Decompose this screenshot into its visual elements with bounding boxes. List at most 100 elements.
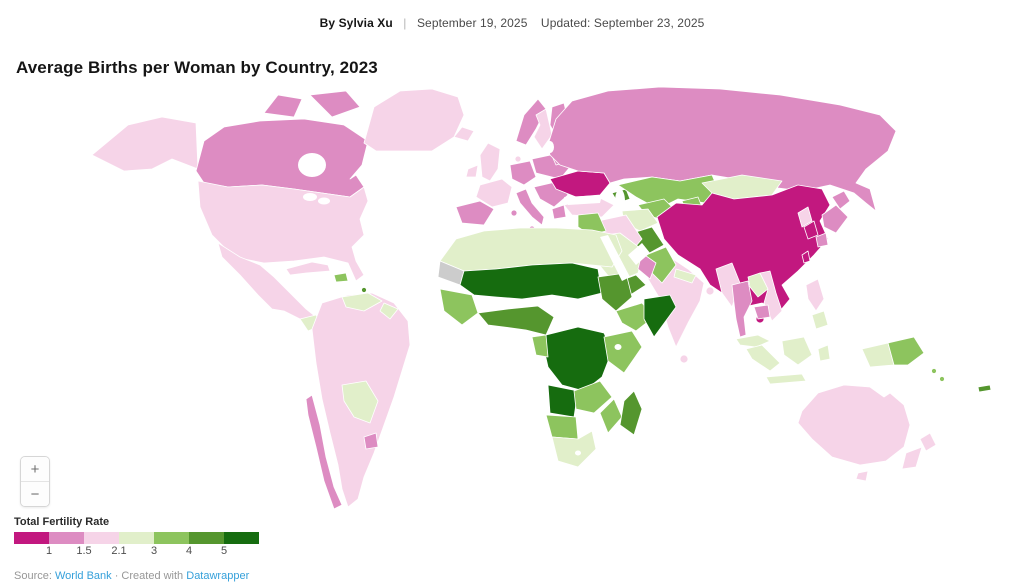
region-philippines-luzon[interactable] bbox=[805, 278, 825, 312]
region-vietnam[interactable] bbox=[759, 270, 783, 322]
region-sardinia[interactable] bbox=[510, 209, 518, 217]
legend-swatch-b2 bbox=[49, 532, 84, 544]
hudson-bay bbox=[298, 153, 326, 177]
region-oman[interactable] bbox=[637, 252, 657, 280]
great-lake-2 bbox=[318, 197, 330, 205]
region-zambia-zimbabwe[interactable] bbox=[573, 380, 613, 414]
region-new-caledonia[interactable] bbox=[977, 384, 992, 393]
region-china[interactable] bbox=[656, 184, 831, 312]
region-germany[interactable] bbox=[509, 160, 537, 186]
region-new-zealand[interactable] bbox=[919, 432, 937, 452]
region-japan[interactable] bbox=[831, 190, 851, 210]
source-link[interactable]: World Bank bbox=[54, 570, 112, 582]
region-tasmania[interactable] bbox=[855, 470, 869, 482]
byline-updated: Updated: September 23, 2025 bbox=[540, 16, 705, 30]
legend-swatch-b6 bbox=[189, 532, 224, 544]
region-japan[interactable] bbox=[815, 232, 829, 248]
legend-swatch-b1 bbox=[14, 532, 49, 544]
region-cuba[interactable] bbox=[285, 261, 331, 276]
region-namibia-botswana[interactable] bbox=[545, 414, 579, 440]
region-gulf-of-guinea[interactable] bbox=[477, 305, 555, 336]
legend-tick-label: 5 bbox=[220, 545, 228, 557]
zoom-out-button[interactable]: − bbox=[21, 481, 49, 506]
region-gabon-congo[interactable] bbox=[531, 334, 549, 358]
region-borneo[interactable] bbox=[781, 336, 813, 366]
region-senegal-guinea[interactable] bbox=[439, 288, 479, 326]
lesotho-enclave bbox=[575, 450, 581, 456]
region-bolivia-paraguay[interactable] bbox=[341, 380, 379, 424]
persian-gulf bbox=[628, 243, 650, 265]
legend-color-bar bbox=[14, 532, 259, 544]
great-lake-1 bbox=[303, 193, 317, 201]
byline: By Sylvia Xu | September 19, 2025 Update… bbox=[0, 16, 1024, 30]
region-sulawesi[interactable] bbox=[817, 344, 831, 362]
region-guyana[interactable] bbox=[379, 302, 399, 320]
water-bodies bbox=[298, 141, 650, 456]
region-east-africa[interactable] bbox=[603, 330, 643, 374]
region-madagascar[interactable] bbox=[619, 390, 643, 436]
region-nepal[interactable] bbox=[673, 268, 697, 284]
region-iceland[interactable] bbox=[453, 126, 475, 142]
baltic-sea bbox=[546, 141, 554, 153]
region-alaska[interactable] bbox=[91, 116, 199, 172]
region-sri-lanka[interactable] bbox=[679, 354, 689, 364]
caspian-sea bbox=[615, 189, 625, 213]
region-sumatra[interactable] bbox=[745, 344, 781, 372]
region-venezuela[interactable] bbox=[341, 292, 383, 312]
region-denmark[interactable] bbox=[514, 155, 522, 163]
region-central-africa-drc[interactable] bbox=[543, 326, 613, 392]
legend-swatch-b3 bbox=[84, 532, 119, 544]
legend-swatch-b5 bbox=[154, 532, 189, 544]
legend-swatch-b4 bbox=[119, 532, 154, 544]
source-prefix: Source: bbox=[14, 570, 52, 582]
region-usa[interactable] bbox=[197, 180, 369, 282]
region-ireland[interactable] bbox=[465, 164, 479, 178]
region-sweden[interactable] bbox=[533, 108, 553, 150]
region-australia[interactable] bbox=[797, 384, 911, 466]
region-sudan[interactable] bbox=[597, 272, 633, 312]
source-middle: · Created with bbox=[114, 570, 184, 582]
region-north-africa[interactable] bbox=[439, 227, 623, 272]
region-philippines-mindanao[interactable] bbox=[811, 310, 829, 330]
region-solomon-islands[interactable] bbox=[931, 368, 937, 374]
region-somalia[interactable] bbox=[643, 294, 677, 338]
region-iberia[interactable] bbox=[455, 200, 495, 226]
zoom-in-button[interactable]: + bbox=[21, 457, 49, 481]
world-map-svg bbox=[91, 86, 992, 510]
map-legend: Total Fertility Rate 1 1.5 2.1 3 4 5 bbox=[14, 516, 274, 558]
region-malaysia[interactable] bbox=[735, 334, 771, 348]
legend-ticks: 1 1.5 2.1 3 4 5 bbox=[14, 545, 274, 558]
region-cambodia[interactable] bbox=[753, 304, 771, 320]
lake-victoria bbox=[614, 344, 622, 350]
region-uruguay[interactable] bbox=[363, 432, 379, 450]
region-papua-new-guinea[interactable] bbox=[887, 336, 925, 366]
region-angola[interactable] bbox=[547, 384, 579, 418]
region-arctic-islands[interactable] bbox=[309, 90, 361, 118]
tool-link[interactable]: Datawrapper bbox=[186, 570, 250, 582]
region-chile[interactable] bbox=[305, 394, 343, 510]
region-thailand[interactable] bbox=[731, 280, 753, 338]
region-japan[interactable] bbox=[821, 204, 849, 234]
region-south-korea[interactable] bbox=[803, 220, 819, 240]
region-italy[interactable] bbox=[515, 188, 545, 226]
region-bangladesh[interactable] bbox=[705, 286, 715, 296]
region-russia[interactable] bbox=[547, 86, 897, 212]
region-uk[interactable] bbox=[479, 142, 501, 182]
map-zoom-control: + − bbox=[20, 456, 50, 507]
region-canada[interactable] bbox=[195, 118, 369, 198]
region-greece[interactable] bbox=[551, 204, 567, 220]
region-france[interactable] bbox=[475, 178, 513, 208]
region-taiwan[interactable] bbox=[801, 250, 811, 264]
region-greenland[interactable] bbox=[363, 88, 465, 152]
region-lesser-antilles[interactable] bbox=[361, 287, 367, 293]
red-sea bbox=[600, 235, 630, 281]
region-arctic-islands[interactable] bbox=[263, 94, 303, 118]
byline-separator: | bbox=[403, 16, 407, 30]
region-solomon-islands[interactable] bbox=[939, 376, 945, 382]
region-new-zealand[interactable] bbox=[901, 446, 923, 470]
region-hispaniola[interactable] bbox=[333, 272, 349, 283]
region-java[interactable] bbox=[765, 373, 807, 385]
region-north-korea[interactable] bbox=[797, 206, 813, 228]
region-south-africa[interactable] bbox=[551, 430, 597, 468]
